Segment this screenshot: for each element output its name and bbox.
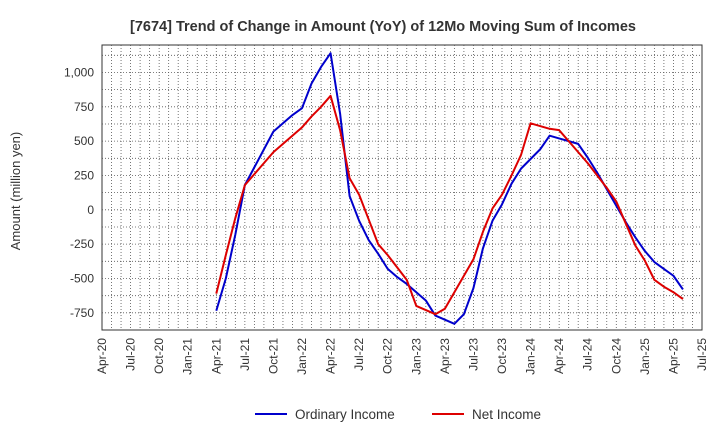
plot-frame: [101, 44, 703, 331]
series-line-2: [215, 94, 684, 316]
legend: Ordinary Income Net Income: [255, 407, 541, 422]
x-tick-label: Jul-24: [581, 338, 595, 371]
y-tick-label: 250: [74, 168, 94, 182]
x-tick-label: Jan-23: [409, 338, 423, 375]
x-tick-label: Jul-22: [352, 338, 366, 371]
x-tick-label: Apr-21: [209, 338, 223, 374]
x-tick-label: Oct-23: [495, 338, 509, 374]
y-tick-label: -750: [70, 306, 94, 320]
chart-title: [7674] Trend of Change in Amount (YoY) o…: [130, 19, 636, 35]
x-tick-label: Jan-25: [638, 338, 652, 375]
legend-label: Net Income: [472, 407, 541, 422]
x-tick-label: Jan-24: [524, 338, 538, 375]
y-axis-label: Amount (million yen): [8, 132, 23, 251]
x-tick-label: Apr-24: [552, 338, 566, 374]
x-tick-label: Jul-23: [466, 338, 480, 371]
x-tick-label: Jul-21: [238, 338, 252, 371]
x-tick-label: Oct-21: [266, 338, 280, 374]
y-tick-label: 500: [74, 134, 94, 148]
x-tick-label: Jan-21: [181, 338, 195, 375]
x-tick-label: Jul-20: [124, 338, 138, 371]
y-tick-label: 1,000: [64, 65, 94, 79]
plot-area: -750 -500 -250 0 250 500 750 1,000 Apr-20 Jul-20 O…: [64, 44, 709, 375]
y-tick-label: -250: [70, 237, 94, 251]
x-tick-label: Oct-20: [152, 338, 166, 374]
x-tick-label: Oct-24: [609, 338, 623, 374]
y-tick-label: 750: [74, 100, 94, 114]
legend-label: Ordinary Income: [295, 407, 395, 422]
x-tick-label: Jul-25: [695, 338, 709, 371]
x-tick-label: Apr-20: [95, 338, 109, 374]
x-tick-label: Apr-25: [666, 338, 680, 374]
x-tick-label: Jan-22: [295, 338, 309, 375]
x-tick-label: Oct-22: [381, 338, 395, 374]
x-tick-label: Apr-22: [324, 338, 338, 374]
x-tick-label: Apr-23: [438, 338, 452, 374]
y-tick-label: 0: [87, 203, 94, 217]
y-tick-label: -500: [70, 271, 94, 285]
